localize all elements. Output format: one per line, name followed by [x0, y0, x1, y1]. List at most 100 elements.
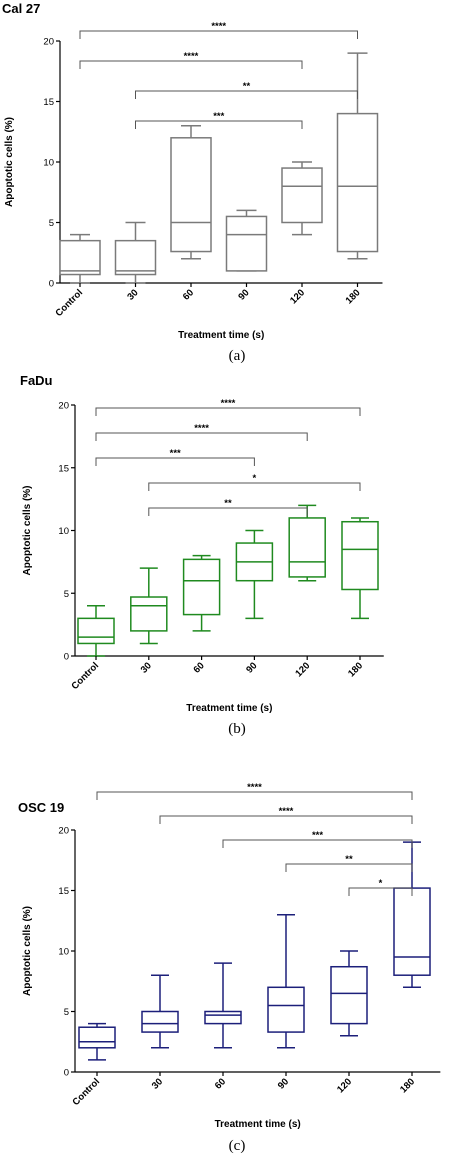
- box-iqr: [393, 887, 431, 976]
- x-tick-label: 180: [346, 660, 365, 679]
- y-tick-label: 5: [64, 589, 69, 600]
- box-90: [235, 529, 274, 620]
- box-iqr: [281, 167, 323, 224]
- x-tick-label: Control: [53, 287, 85, 319]
- significance-label: ***: [170, 448, 181, 459]
- x-tick-label: 90: [244, 660, 259, 675]
- significance-label: **: [224, 498, 232, 509]
- x-axis-label: Treatment time (s): [178, 330, 264, 341]
- x-tick-label: Control: [69, 660, 101, 692]
- significance-label: *: [253, 473, 257, 484]
- x-tick-label: 60: [191, 660, 206, 675]
- bracket-line: [148, 482, 361, 491]
- box-30: [114, 221, 157, 284]
- box-30: [141, 974, 179, 1049]
- box-180: [336, 52, 379, 260]
- x-axis-label: Treatment time (s): [215, 1119, 301, 1130]
- significance-bracket: ***: [135, 111, 303, 129]
- box-iqr: [170, 137, 212, 253]
- box-120: [288, 504, 326, 582]
- box-iqr: [141, 1010, 179, 1033]
- x-tick-label: Control: [70, 1076, 102, 1108]
- box-iqr: [336, 112, 379, 253]
- x-tick-label: 90: [276, 1076, 291, 1091]
- x-axis-label: Treatment time (s): [186, 703, 272, 714]
- panel-caption: (a): [229, 348, 246, 364]
- bracket-line: [135, 90, 358, 99]
- box-60: [204, 962, 242, 1049]
- y-tick-label: 0: [64, 1068, 69, 1079]
- y-tick-label: 0: [49, 279, 54, 290]
- box-iqr: [267, 986, 305, 1033]
- box-iqr: [77, 617, 115, 645]
- y-tick-label: 10: [43, 158, 54, 169]
- bracket-line: [222, 839, 413, 848]
- chart-title: Cal 27: [2, 1, 40, 16]
- y-tick-label: 15: [58, 886, 69, 897]
- significance-bracket: ***: [95, 448, 255, 466]
- box-control: [78, 1022, 116, 1061]
- bracket-line: [95, 407, 361, 416]
- box-iqr: [330, 965, 368, 1025]
- significance-bracket: ***: [222, 830, 413, 848]
- significance-label: **: [345, 854, 353, 865]
- bracket-line: [95, 457, 255, 466]
- y-tick-label: 10: [58, 947, 69, 958]
- bracket-line: [148, 507, 308, 516]
- significance-bracket: **: [148, 498, 308, 516]
- significance-label: ****: [247, 782, 262, 793]
- box-180: [341, 517, 379, 620]
- y-axis-label: Apoptotic cells (%): [22, 485, 33, 575]
- y-tick-label: 0: [64, 652, 69, 663]
- x-tick-label: 60: [213, 1076, 228, 1091]
- y-axis-label: Apoptotic cells (%): [22, 906, 33, 996]
- box-90: [267, 913, 305, 1049]
- box-120: [281, 161, 323, 236]
- panel-caption: (b): [228, 721, 246, 737]
- bracket-line: [159, 815, 413, 824]
- significance-bracket: *: [348, 878, 413, 896]
- significance-label: ***: [213, 111, 224, 122]
- bracket-line: [79, 60, 303, 69]
- box-120: [330, 950, 368, 1037]
- y-tick-label: 15: [43, 97, 54, 108]
- x-tick-label: 180: [398, 1076, 417, 1095]
- significance-label: ***: [312, 830, 323, 841]
- significance-label: *: [379, 878, 383, 889]
- box-iqr: [130, 596, 168, 632]
- bracket-line: [285, 863, 413, 872]
- box-iqr: [341, 520, 379, 591]
- significance-label: ****: [184, 51, 199, 62]
- y-tick-label: 10: [58, 526, 69, 537]
- x-tick-label: 60: [181, 287, 196, 302]
- significance-bracket: ****: [95, 398, 361, 416]
- bracket-line: [95, 432, 308, 441]
- x-tick-label: 90: [236, 287, 251, 302]
- significance-bracket: ****: [79, 51, 303, 69]
- y-tick-label: 20: [58, 401, 69, 412]
- y-tick-label: 15: [58, 463, 69, 474]
- bracket-line: [79, 30, 358, 39]
- y-axis-label: Apoptotic cells (%): [4, 117, 15, 207]
- box-iqr: [225, 215, 268, 272]
- box-60: [182, 554, 221, 632]
- y-tick-label: 5: [64, 1007, 69, 1018]
- y-tick-label: 20: [43, 37, 54, 48]
- box-iqr: [288, 517, 326, 578]
- bracket-line: [96, 791, 413, 800]
- significance-bracket: **: [135, 81, 358, 99]
- box-60: [170, 124, 212, 260]
- x-tick-label: 180: [344, 287, 363, 306]
- box-control: [77, 605, 115, 657]
- significance-label: ****: [221, 398, 236, 409]
- box-90: [225, 209, 268, 272]
- x-tick-label: 30: [139, 660, 154, 675]
- x-tick-label: 120: [335, 1076, 354, 1095]
- bracket-line: [135, 120, 303, 129]
- x-tick-label: 30: [125, 287, 140, 302]
- significance-label: **: [243, 81, 251, 92]
- box-iqr: [114, 239, 157, 276]
- y-tick-label: 5: [49, 218, 54, 229]
- significance-bracket: ****: [95, 423, 308, 441]
